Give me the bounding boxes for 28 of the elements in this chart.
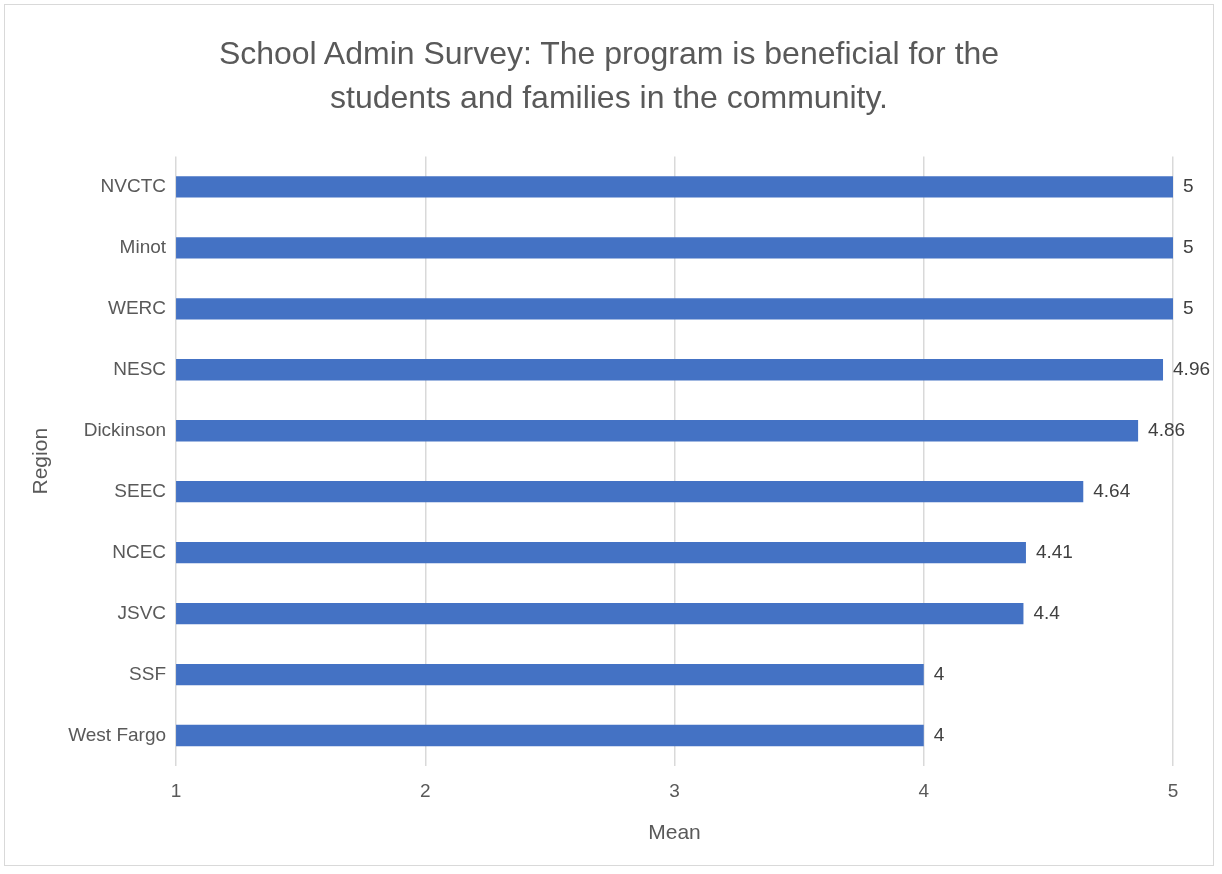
y-tick-label: JSVC (117, 601, 167, 623)
data-label: 5 (1183, 236, 1194, 258)
x-tick-label: 2 (420, 779, 431, 801)
y-axis-title: Region (28, 427, 52, 495)
x-tick-label: 3 (669, 779, 680, 801)
y-tick-label: NVCTC (100, 175, 167, 197)
y-tick-label: Minot (119, 236, 167, 258)
y-tick-label: West Fargo (68, 723, 167, 745)
data-label: 5 (1183, 175, 1194, 197)
y-tick-label: WERC (107, 297, 167, 319)
data-label: 5 (1183, 297, 1194, 319)
x-tick-label: 4 (918, 779, 930, 801)
x-axis-title: Mean (648, 820, 701, 844)
y-tick-label: SSF (129, 662, 167, 684)
x-tick-label: 5 (1167, 779, 1179, 801)
x-tick-label: 1 (170, 779, 182, 801)
y-tick-label: NESC (113, 357, 167, 379)
y-tick-label: NCEC (112, 540, 167, 562)
data-label: 4.41 (1035, 540, 1073, 562)
data-label: 4.64 (1093, 479, 1131, 501)
data-label: 4.4 (1033, 601, 1061, 623)
data-label: 4 (933, 662, 945, 684)
data-label: 4.86 (1148, 418, 1186, 440)
chart-title: School Admin Survey: The program is beneficial for the students and families in the community. (217, 34, 1001, 117)
y-tick-label: SEEC (114, 479, 167, 501)
data-label: 4 (933, 723, 945, 745)
y-tick-label: Dickinson (83, 418, 167, 440)
data-label: 4.96 (1173, 357, 1211, 379)
